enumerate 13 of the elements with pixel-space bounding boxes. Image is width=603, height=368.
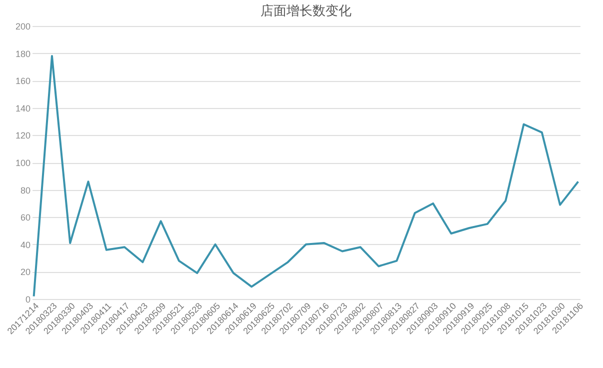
- y-tick-label: 40: [20, 240, 30, 250]
- y-tick-label: 80: [20, 185, 30, 196]
- y-tick-label: 120: [15, 130, 30, 141]
- y-tick-label: 160: [15, 76, 30, 86]
- y-tick-label: 100: [15, 158, 30, 168]
- y-tick-label: 0: [25, 294, 30, 304]
- y-tick-label: 140: [15, 103, 30, 114]
- y-tick-label: 200: [15, 22, 30, 32]
- y-tick-label: 60: [20, 212, 30, 223]
- chart-title: 店面增长数变化: [260, 3, 352, 18]
- y-tick-label: 180: [15, 48, 30, 59]
- line-series: [32, 55, 580, 298]
- y-tick-label: 20: [20, 267, 30, 278]
